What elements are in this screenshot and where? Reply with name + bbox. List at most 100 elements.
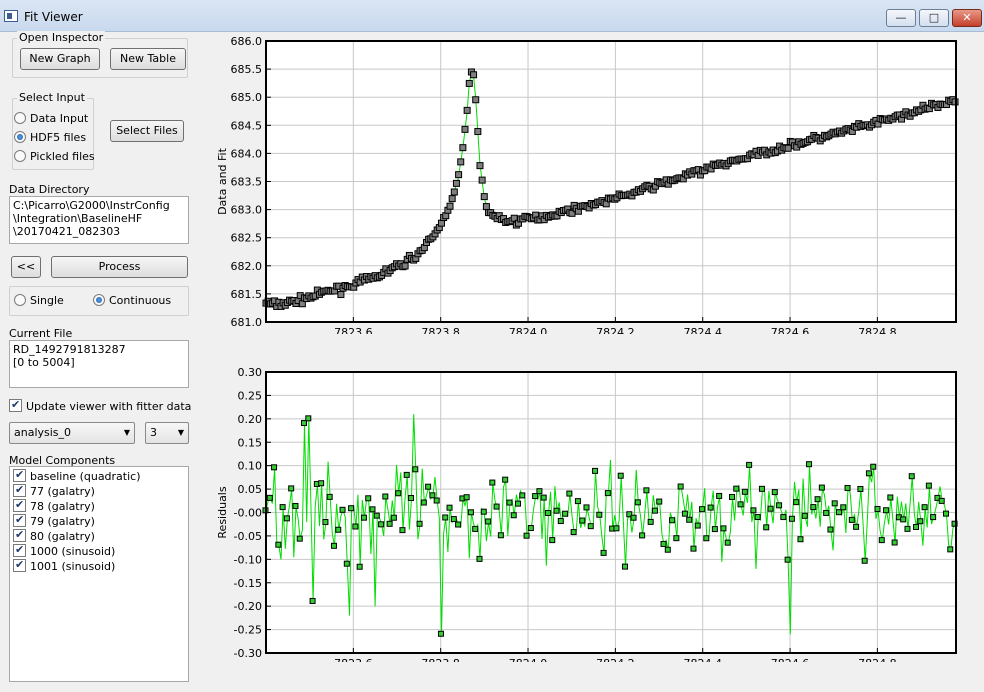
list-item[interactable]: 80 (galatry) [10,527,188,544]
residual-point [395,490,402,497]
list-item[interactable]: 1000 (sinusoid) [10,542,188,559]
data-point [461,125,469,133]
component-check[interactable] [13,497,26,512]
residual-point [433,497,440,504]
residual-point [493,503,500,510]
list-item[interactable]: 78 (galatry) [10,497,188,514]
y-tick-label: 0.15 [238,436,263,449]
data-and-fit-chart[interactable]: 7823.6 7823.8 7824.0 7824.2 7824.4 7824.6 7824… [200,34,984,334]
select-input-title: Select Input [17,91,87,104]
residual-point [840,504,847,511]
x-tick-label: 7823.6 [334,326,373,334]
update-viewer-check[interactable] [9,397,22,413]
radio-continuous-circle[interactable] [93,294,105,306]
residual-point [476,555,483,562]
list-item[interactable]: 1001 (sinusoid) [10,557,188,574]
residual-point [664,546,671,553]
y-axis-label: Residuals [216,486,229,538]
residual-point [788,515,795,522]
residual-point [806,461,813,468]
residual-point [904,525,911,532]
list-item[interactable]: 77 (galatry) [10,482,188,499]
radio-continuous[interactable]: Continuous [93,293,171,309]
list-item[interactable]: 79 (galatry) [10,512,188,529]
component-check[interactable] [13,467,26,482]
data-point [455,171,463,179]
residual-point [831,500,838,507]
radio-data-input-circle[interactable] [14,112,26,124]
new-table-button[interactable]: New Table [110,48,186,70]
data-directory-line: \Integration\BaselineHF [13,212,143,225]
process-button[interactable]: Process [51,256,188,278]
data-directory-field[interactable]: C:\Picarro\G2000\InstrConfig \Integratio… [9,196,189,244]
residual-point [266,494,273,501]
data-point [463,106,471,114]
residual-point [878,537,885,544]
component-check[interactable] [13,512,26,527]
residual-point [630,514,637,521]
radio-hdf5-files[interactable]: HDF5 files [14,130,86,146]
close-button[interactable]: ✕ [952,9,982,27]
data-directory-label: Data Directory [9,183,90,196]
y-tick-label: 683.5 [231,176,263,189]
residual-point [437,630,444,637]
residual-point [322,519,329,526]
component-check[interactable] [13,557,26,572]
residual-point [356,563,363,570]
residual-point [502,476,509,483]
residual-point [857,485,864,492]
radio-single[interactable]: Single [14,293,64,309]
residual-point [848,516,855,523]
component-check[interactable] [13,527,26,542]
residual-point [429,492,436,499]
residual-point [544,509,551,516]
data-point [401,262,409,270]
residual-point [776,502,783,509]
update-viewer-label: Update viewer with fitter data [26,400,192,413]
x-tick-label: 7824.2 [596,326,635,334]
residual-point [827,526,834,533]
new-graph-button[interactable]: New Graph [20,48,100,70]
update-viewer-checkbox[interactable]: Update viewer with fitter data [9,397,192,415]
radio-hdf5-files-circle[interactable] [14,131,26,143]
y-tick-label: 682.0 [231,260,263,273]
residual-point [352,523,359,530]
x-tick-label: 7823.6 [334,657,373,662]
component-check[interactable] [13,542,26,557]
residual-point [763,524,770,531]
radio-single-circle[interactable] [14,294,26,306]
y-tick-label: -0.30 [234,647,262,660]
residual-point [613,525,620,532]
residual-point [390,514,397,521]
component-label: 78 (galatry) [30,500,95,513]
index-select[interactable]: 3 ▼ [145,422,189,444]
list-item[interactable]: baseline (quadratic) [10,467,188,484]
select-files-button[interactable]: Select Files [110,120,184,142]
analysis-select[interactable]: analysis_0 ▼ [9,422,135,444]
residual-point [515,500,522,507]
radio-pickled-files-circle[interactable] [14,150,26,162]
residual-point [934,494,941,501]
chevron-down-icon: ▼ [123,428,130,437]
component-label: 77 (galatry) [30,485,95,498]
current-file-label: Current File [9,327,73,340]
radio-pickled-files[interactable]: Pickled files [14,149,95,165]
residual-point [587,523,594,530]
residual-point [634,499,641,506]
analysis-select-value: analysis_0 [14,426,72,439]
component-check[interactable] [13,482,26,497]
model-components-list[interactable]: baseline (quadratic) 77 (galatry) 78 (ga… [9,466,189,682]
back-button[interactable]: << [11,256,41,278]
current-file-field[interactable]: RD_1492791813287 [0 to 5004] [9,340,189,388]
residual-point [442,514,449,521]
maximize-button[interactable]: □ [919,9,949,27]
residual-point [301,420,308,427]
residuals-chart[interactable]: 7823.6 7823.8 7824.0 7824.2 7824.4 7824.6 7824… [200,362,984,662]
residual-point [271,464,278,471]
residual-point [883,507,890,514]
y-tick-label: 681.5 [231,288,263,301]
open-inspector-group: Open Inspector New Graph New Table [12,31,188,78]
residual-point [382,493,389,500]
minimize-button[interactable]: — [886,9,916,27]
radio-data-input[interactable]: Data Input [14,111,88,127]
